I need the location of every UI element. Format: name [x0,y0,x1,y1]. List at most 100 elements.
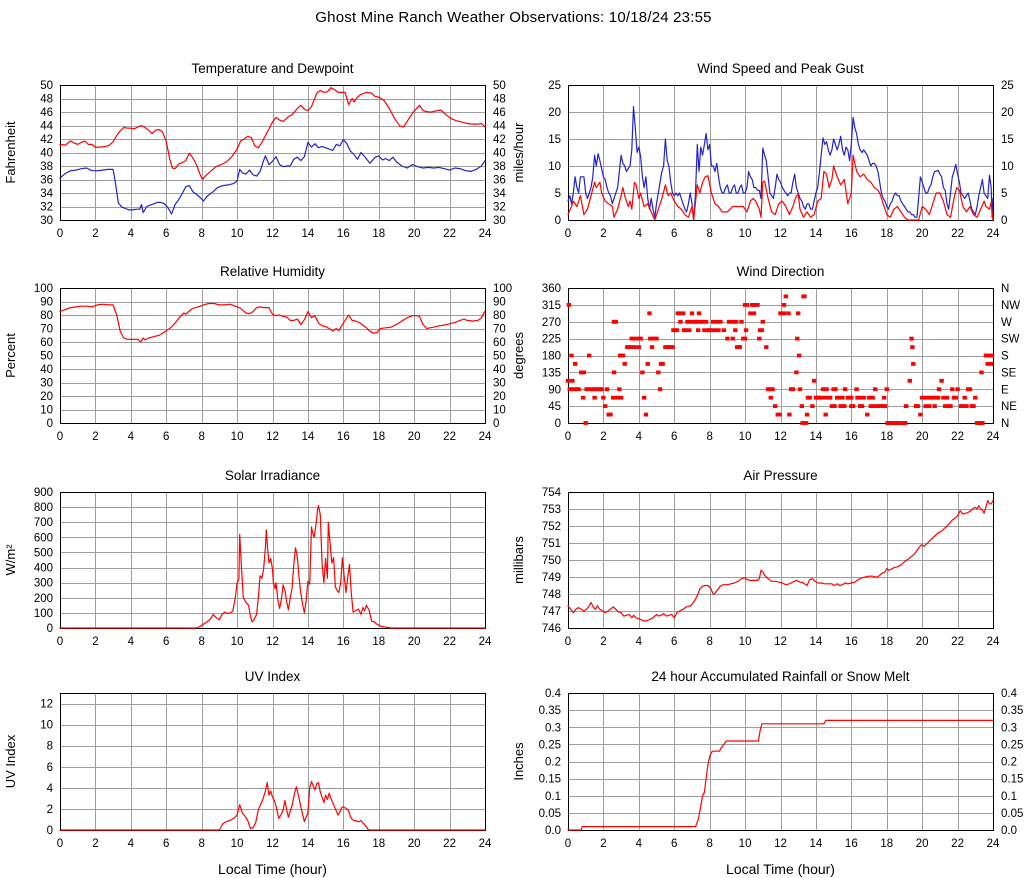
svg-text:0: 0 [47,825,53,837]
svg-text:18: 18 [372,431,385,443]
svg-text:14: 14 [302,431,315,443]
svg-text:300: 300 [34,578,53,590]
svg-text:90: 90 [40,297,53,309]
svg-text:46: 46 [40,107,53,119]
chart-title: Temperature and Dewpoint [191,61,353,76]
relative-humidity-svg: Relative Humidity01020304050607080901000… [3,264,512,443]
plot-frame [568,85,994,221]
x-tick-labels: 0 2 4 6 8 10 12 14 16 18 20 22 24 [57,431,492,443]
svg-text:4: 4 [128,431,135,443]
series-irradiance [59,505,486,629]
svg-text:22: 22 [951,636,964,648]
chart-title: 24 hour Accumulated Rainfall or Snow Mel… [651,669,909,684]
svg-text:10: 10 [231,838,244,850]
y-axis-title: Inches [511,742,526,781]
svg-text:0.15: 0.15 [1001,774,1023,786]
svg-text:4: 4 [636,431,643,443]
svg-text:0.2: 0.2 [1001,757,1017,769]
svg-text:14: 14 [810,838,823,850]
gridlines [60,492,486,629]
svg-text:12: 12 [774,228,787,240]
svg-text:38: 38 [493,161,506,173]
svg-text:749: 749 [542,572,561,584]
svg-text:0: 0 [565,228,571,240]
svg-text:16: 16 [337,228,350,240]
y-axis-title: UV Index [3,734,18,788]
svg-text:0: 0 [47,623,53,635]
svg-text:800: 800 [34,502,53,514]
y-axis-title: W/m² [3,544,18,576]
svg-text:8: 8 [706,228,712,240]
svg-text:16: 16 [845,228,858,240]
svg-text:6: 6 [163,431,169,443]
svg-text:N: N [1001,418,1009,430]
svg-text:14: 14 [302,228,315,240]
svg-text:40: 40 [493,364,506,376]
chart-solar-irradiance: Solar Irradiance 0 100 200 300 400 500 600 700 80… [0,464,519,659]
svg-text:22: 22 [443,228,456,240]
series-humidity [59,302,486,343]
svg-text:10: 10 [493,405,506,417]
svg-text:754: 754 [542,487,562,499]
svg-text:34: 34 [493,188,506,200]
gridlines [568,693,994,831]
svg-text:40: 40 [40,364,53,376]
svg-text:10: 10 [1001,161,1014,173]
y-axis-title: degrees [511,332,526,379]
svg-text:100: 100 [34,608,53,620]
chart-rainfall: 24 hour Accumulated Rainfall or Snow Mel… [508,665,1027,878]
svg-text:747: 747 [542,606,561,618]
svg-text:200: 200 [34,593,53,605]
svg-text:0.15: 0.15 [539,774,561,786]
svg-text:4: 4 [636,228,643,240]
svg-text:12: 12 [266,636,279,648]
svg-text:752: 752 [542,521,561,533]
svg-text:0: 0 [493,418,499,430]
svg-text:18: 18 [880,636,893,648]
svg-text:750: 750 [542,555,561,567]
chart-air-pressure: Air Pressure 746 747 748 749 750 751 752 753 754 0… [508,464,1027,659]
svg-text:18: 18 [372,228,385,240]
svg-text:600: 600 [34,532,53,544]
svg-text:4: 4 [47,783,54,795]
svg-text:20: 20 [916,636,929,648]
wind-speed-gust-svg: Wind Speed and Peak Gust0510152025051015… [511,61,1014,240]
svg-text:SE: SE [1001,367,1017,379]
svg-text:0.4: 0.4 [1001,688,1018,700]
svg-text:10: 10 [548,161,561,173]
svg-text:18: 18 [372,838,385,850]
svg-text:4: 4 [128,838,135,850]
svg-text:20: 20 [40,391,53,403]
svg-text:36: 36 [40,175,53,187]
svg-text:0.05: 0.05 [539,808,561,820]
svg-text:753: 753 [542,504,561,516]
svg-text:8: 8 [47,741,53,753]
plot-frame [568,693,994,831]
svg-text:24: 24 [987,636,1000,648]
svg-text:42: 42 [40,134,53,146]
svg-text:22: 22 [951,838,964,850]
svg-text:25: 25 [1001,80,1014,92]
svg-text:5: 5 [555,188,561,200]
svg-text:400: 400 [34,563,53,575]
svg-text:22: 22 [951,431,964,443]
svg-text:N: N [1001,283,1009,295]
svg-text:0: 0 [565,431,571,443]
svg-text:746: 746 [542,623,561,635]
page-title: Ghost Mine Ranch Weather Observations: 1… [315,9,712,26]
chart-title: Air Pressure [743,468,817,483]
svg-text:2: 2 [92,838,98,850]
svg-text:6: 6 [163,636,169,648]
svg-text:NE: NE [1001,401,1017,413]
svg-text:14: 14 [810,431,823,443]
svg-text:10: 10 [231,636,244,648]
svg-text:46: 46 [493,107,506,119]
svg-text:0.35: 0.35 [1001,705,1023,717]
series-temperature [59,87,486,181]
y-tick-labels-right: 0 5 10 15 20 25 [1001,80,1014,227]
svg-text:10: 10 [739,431,752,443]
svg-text:30: 30 [40,378,53,390]
svg-text:0.3: 0.3 [545,722,561,734]
